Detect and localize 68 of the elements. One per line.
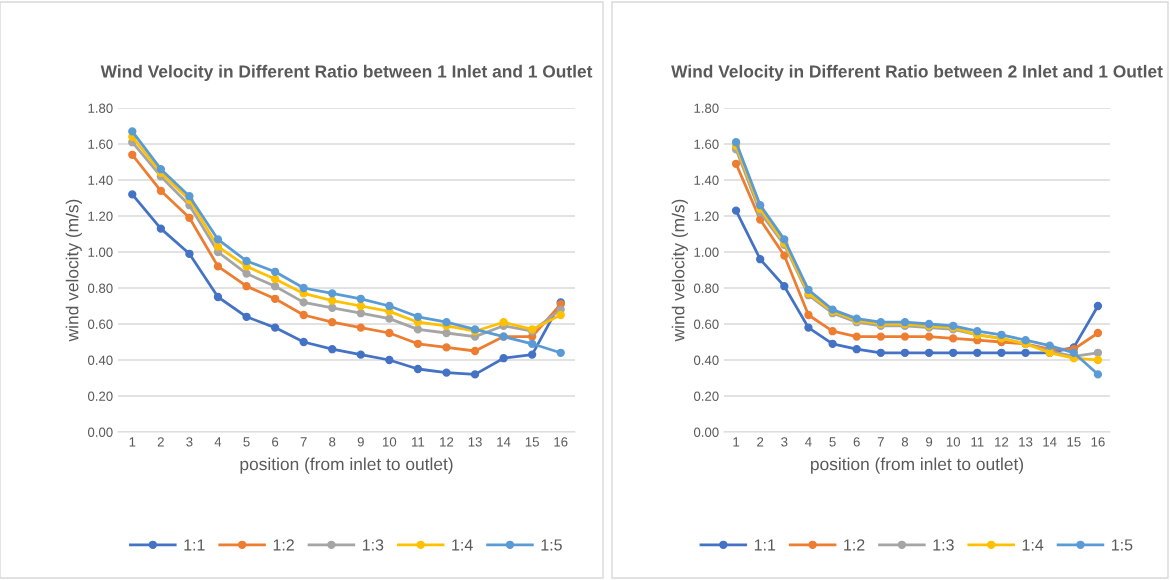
- chart-title: Wind Velocity in Different Ratio between 2 Inlet and 1 Outlet: [671, 64, 1163, 82]
- y-tick-label: 1.40: [694, 175, 719, 185]
- x-tick-label: 1: [129, 437, 136, 447]
- x-tick-label: 11: [412, 437, 425, 447]
- y-tick-label: 0.40: [87, 355, 113, 365]
- x-axis-title: position (from inlet to outlet): [240, 457, 453, 474]
- y-tick-label: 0.40: [693, 355, 719, 365]
- x-tick-label: 6: [272, 437, 279, 447]
- y-tick-label: 0.60: [87, 319, 113, 329]
- y-tick-label: 1.00: [694, 247, 719, 257]
- x-tick-label: 8: [329, 437, 336, 447]
- x-tick-label: 2: [157, 437, 164, 447]
- y-tick-label: 0.80: [87, 283, 113, 293]
- x-tick-label: 15: [525, 437, 539, 447]
- legend-label: 1:4: [452, 539, 473, 551]
- x-tick-label: 3: [781, 437, 788, 447]
- y-tick-label: 0.20: [87, 391, 113, 401]
- x-tick-label: 14: [1043, 437, 1057, 447]
- y-tick-label: 0.80: [693, 283, 719, 293]
- y-axis-title: wind velocity (m/s): [671, 199, 688, 342]
- x-tick-label: 5: [829, 437, 836, 447]
- x-tick-label: 16: [1091, 437, 1105, 447]
- x-tick-label: 13: [468, 437, 482, 447]
- x-tick-label: 14: [497, 437, 511, 447]
- legend-label: 1:5: [1112, 539, 1133, 551]
- y-tick-label: 1.40: [88, 175, 113, 185]
- legend-label: 1:1: [184, 539, 205, 551]
- legend-label: 1:3: [362, 539, 384, 551]
- y-tick-label: 1.20: [88, 211, 113, 221]
- legend-label: 1:2: [273, 539, 294, 551]
- x-tick-label: 13: [1019, 437, 1033, 447]
- x-tick-label: 10: [946, 437, 961, 447]
- x-tick-label: 2: [757, 437, 764, 447]
- x-tick-label: 3: [186, 437, 193, 447]
- legend-label: 1:1: [754, 539, 776, 551]
- x-tick-label: 12: [440, 437, 454, 447]
- x-tick-label: 6: [853, 437, 860, 447]
- x-tick-label: 4: [805, 437, 812, 447]
- y-tick-label: 1.80: [694, 103, 719, 113]
- x-tick-label: 7: [300, 437, 307, 447]
- y-tick-label: 0.60: [693, 319, 719, 329]
- y-axis-title: wind velocity (m/s): [65, 199, 82, 342]
- x-tick-label: 5: [243, 437, 250, 447]
- legend-label: 1:4: [1022, 539, 1044, 551]
- legend-label: 1:3: [933, 539, 954, 551]
- x-tick-label: 7: [877, 437, 884, 447]
- y-tick-label: 1.60: [694, 139, 719, 149]
- x-tick-label: 15: [1067, 437, 1081, 447]
- y-tick-label: 1.20: [694, 211, 719, 221]
- y-tick-label: 0.20: [693, 391, 719, 401]
- legend-label: 1:2: [844, 539, 865, 551]
- y-tick-label: 0.00: [87, 427, 113, 437]
- x-tick-label: 12: [995, 437, 1009, 447]
- x-tick-label: 8: [901, 437, 909, 447]
- x-tick-label: 10: [383, 437, 397, 447]
- legend-label: 1:5: [541, 539, 562, 551]
- x-axis-title: position (from inlet to outlet): [811, 457, 1024, 474]
- x-tick-label: 11: [971, 437, 984, 447]
- x-tick-label: 16: [554, 437, 568, 447]
- y-tick-label: 1.80: [88, 103, 113, 113]
- x-tick-label: 4: [214, 437, 222, 447]
- chart-title: Wind Velocity in Different Ratio between 1 Inlet and 1 Outlet: [100, 64, 593, 82]
- y-tick-label: 1.00: [88, 247, 113, 257]
- y-tick-label: 0.00: [693, 427, 719, 437]
- x-tick-label: 1: [733, 437, 740, 447]
- x-tick-label: 9: [357, 437, 364, 447]
- x-tick-label: 9: [926, 437, 933, 447]
- y-tick-label: 1.60: [88, 139, 113, 149]
